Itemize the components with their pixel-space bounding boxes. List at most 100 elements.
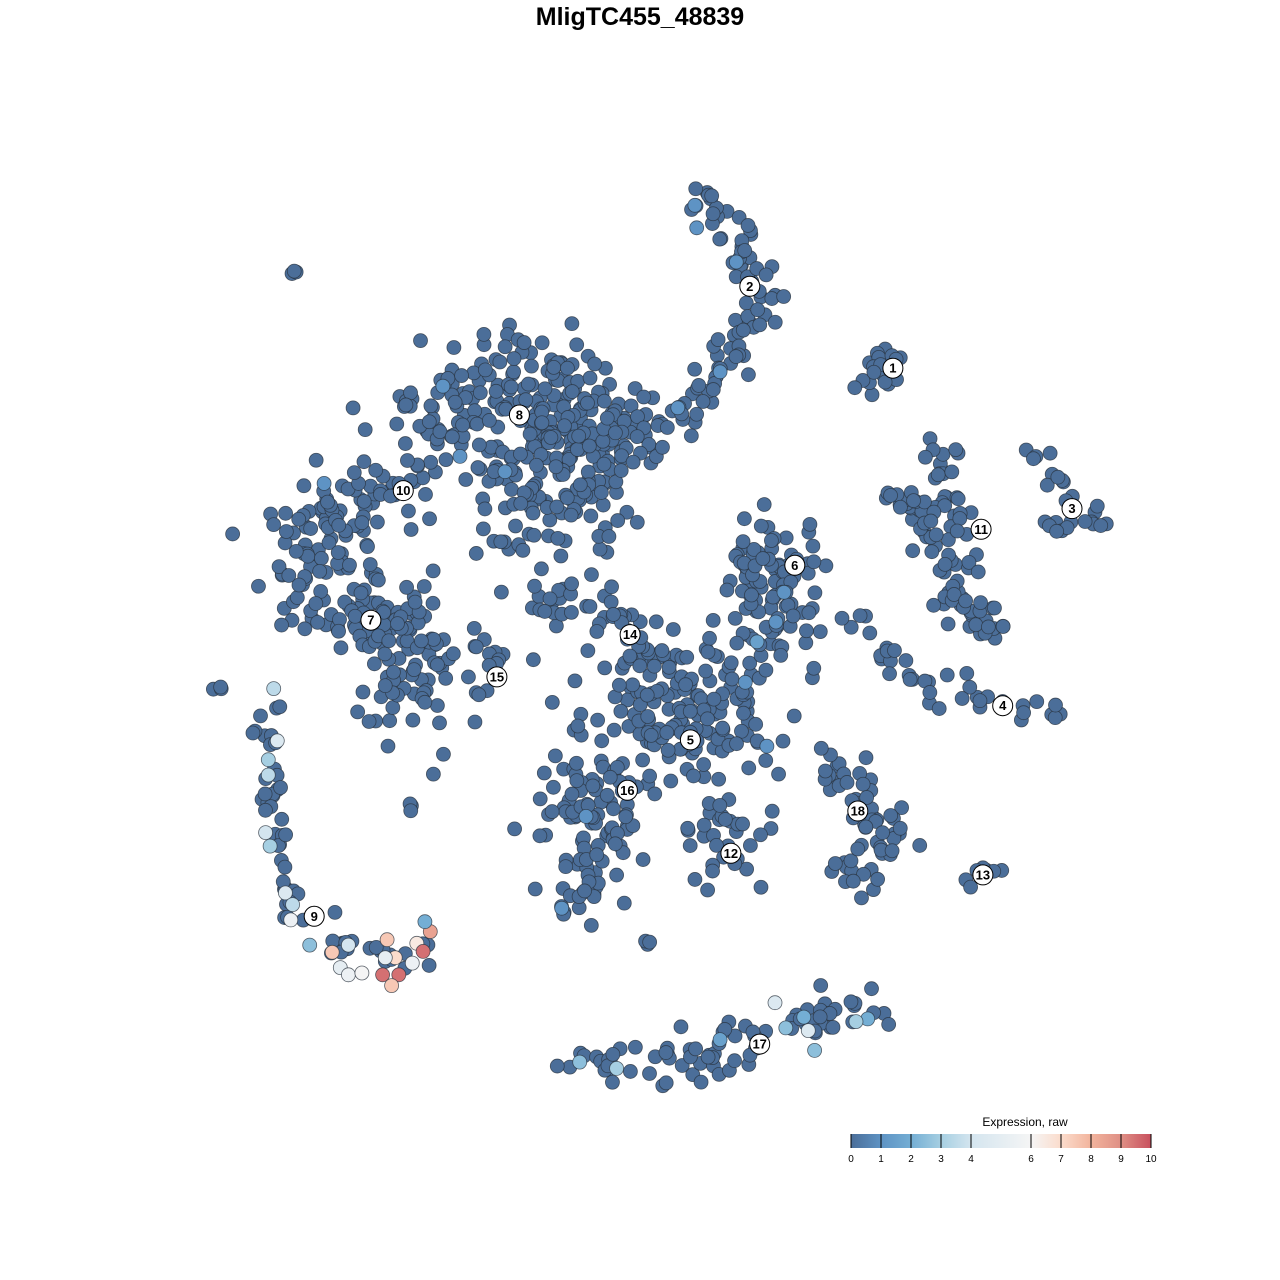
cell-point-cluster-16 bbox=[532, 828, 548, 844]
cell-point-cluster-8 bbox=[581, 438, 597, 454]
cell-point-cluster-3 bbox=[1077, 514, 1093, 529]
cell-point-cluster-6 bbox=[729, 635, 745, 651]
cell-point-cluster-7 bbox=[399, 579, 414, 595]
cell-point-cluster-8 bbox=[636, 389, 652, 405]
cell-point-cluster-5 bbox=[678, 677, 694, 693]
cluster-label-text: 4 bbox=[999, 698, 1007, 713]
cell-point-cluster-16 bbox=[564, 786, 580, 802]
cell-point-cluster-10 bbox=[422, 511, 437, 527]
expressing-cell-point bbox=[415, 944, 431, 959]
cell-point-cluster-3 bbox=[1042, 445, 1058, 461]
cell-point-cluster-2 bbox=[735, 322, 751, 338]
cell-point-cluster-4 bbox=[902, 672, 918, 687]
cell-point-cluster-8 bbox=[470, 460, 486, 475]
cell-point-cluster-10 bbox=[303, 521, 319, 536]
cell-point-cluster-4 bbox=[898, 653, 914, 668]
cell-point-cluster-7 bbox=[436, 746, 451, 762]
cell-point-cluster-8 bbox=[599, 410, 615, 426]
expressing-cell-point bbox=[554, 900, 570, 916]
cell-point-cluster-8 bbox=[659, 420, 675, 435]
cell-point-cluster-10 bbox=[356, 493, 372, 509]
cell-point-cluster-7 bbox=[390, 616, 405, 632]
cell-point-cluster-5 bbox=[611, 677, 627, 693]
cell-point-cluster-10 bbox=[281, 568, 297, 583]
cell-point-cluster-11 bbox=[923, 513, 939, 529]
cell-point-cluster-8 bbox=[582, 370, 598, 386]
cell-point-cluster-8 bbox=[506, 351, 522, 366]
cell-point-cluster-9 bbox=[278, 827, 294, 843]
cell-point-cluster-5 bbox=[625, 677, 641, 693]
cluster-label-13: 13 bbox=[972, 864, 994, 886]
expressing-cell-point bbox=[384, 978, 400, 993]
cell-point-cluster-5 bbox=[775, 733, 791, 749]
cell-point-cluster-11 bbox=[961, 554, 977, 570]
cell-point-cluster-10 bbox=[438, 452, 454, 468]
colorbar-tick-label: 7 bbox=[1058, 1154, 1064, 1165]
cell-point-cluster-16 bbox=[527, 881, 543, 897]
cell-point-cluster-3 bbox=[1049, 523, 1065, 539]
cell-point-cluster-8 bbox=[444, 429, 460, 445]
cell-point-cluster-18 bbox=[827, 856, 843, 871]
cluster-label-3: 3 bbox=[1061, 498, 1083, 520]
cell-point-cluster-10 bbox=[362, 557, 378, 572]
expressing-cell-point bbox=[391, 967, 407, 983]
cell-point-cluster-8 bbox=[655, 439, 670, 455]
expressing-cell-point bbox=[404, 955, 420, 971]
expressing-cell-point bbox=[728, 254, 744, 270]
cell-point-cluster-4 bbox=[1048, 697, 1063, 713]
cell-point-cluster-5 bbox=[764, 803, 780, 819]
cell-point-cluster-16 bbox=[544, 804, 560, 819]
cell-point-cluster-9 bbox=[274, 811, 290, 827]
cell-point-cluster-8 bbox=[488, 383, 504, 399]
cell-point-cluster-8 bbox=[447, 394, 463, 410]
expressing-cell-point bbox=[354, 965, 370, 981]
cell-point-cluster-12 bbox=[742, 838, 758, 853]
cell-point-cluster-8 bbox=[534, 415, 550, 431]
cell-point-cluster-6 bbox=[727, 610, 743, 626]
cell-point-cluster-2 bbox=[691, 378, 707, 393]
cell-point-cluster-5 bbox=[642, 768, 658, 784]
cell-point-cluster-4 bbox=[939, 667, 955, 683]
cell-point-cluster-10 bbox=[312, 563, 328, 579]
cell-point-cluster-16 bbox=[569, 755, 584, 771]
cell-point-cluster-15 bbox=[466, 620, 482, 636]
cell-point-cluster-8 bbox=[504, 482, 519, 497]
cell-point-cluster-6 bbox=[785, 608, 801, 624]
cell-point-cluster-17 bbox=[693, 1074, 709, 1090]
cell-point-cluster-15 bbox=[467, 714, 483, 730]
expressing-cell-point bbox=[379, 932, 395, 948]
cell-point-cluster-11 bbox=[987, 600, 1002, 616]
cell-point-cluster-8 bbox=[471, 437, 487, 453]
cell-point-cluster-14 bbox=[604, 579, 619, 595]
cell-point-cluster-12 bbox=[709, 837, 724, 853]
cell-point-cluster-11 bbox=[928, 527, 944, 543]
cell-point-cluster-8 bbox=[503, 379, 519, 395]
expressing-cell-point bbox=[316, 475, 332, 491]
cell-point-cluster-5 bbox=[635, 752, 651, 768]
cell-point-cluster-5 bbox=[748, 716, 764, 732]
cell-point bbox=[286, 263, 302, 279]
cell-point-cluster-8 bbox=[608, 425, 623, 441]
expressing-cell-point bbox=[266, 681, 282, 696]
cell-point-cluster-10 bbox=[271, 559, 287, 575]
cell-point-cluster-8 bbox=[587, 356, 603, 372]
cell-point-cluster-8 bbox=[549, 499, 565, 515]
colorbar-tick-label: 9 bbox=[1118, 1154, 1124, 1165]
cluster-label-10: 10 bbox=[392, 480, 414, 502]
cell-point-cluster-7 bbox=[430, 698, 445, 713]
cell-point-cluster-11 bbox=[948, 442, 964, 457]
cell-point-cluster-10 bbox=[313, 550, 329, 566]
expressing-cell-point bbox=[452, 448, 468, 464]
cell-point-cluster-2 bbox=[767, 314, 783, 330]
cell-point-cluster-6 bbox=[755, 551, 771, 566]
cell-point-cluster-17 bbox=[700, 1049, 716, 1065]
cell-point-cluster-10 bbox=[401, 503, 416, 519]
cell-point-cluster-7 bbox=[430, 657, 445, 673]
cluster-label-badge bbox=[970, 518, 992, 540]
cell-point-cluster-4 bbox=[972, 693, 988, 709]
expressing-cell-point bbox=[269, 733, 285, 749]
expressing-cell-point bbox=[768, 614, 784, 630]
cell-point-cluster-16 bbox=[558, 859, 574, 875]
expressing-cell-point bbox=[609, 1061, 624, 1076]
cell-point-cluster-18 bbox=[845, 873, 861, 889]
